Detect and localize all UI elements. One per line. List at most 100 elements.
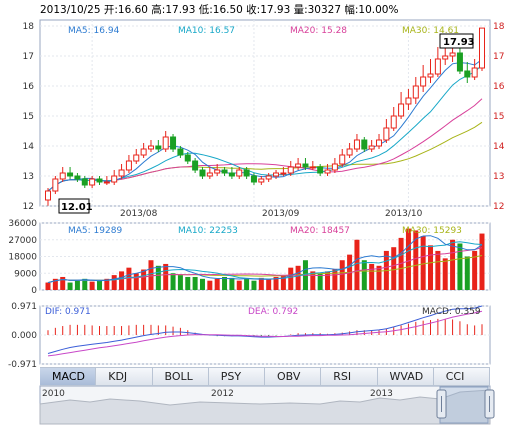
candle-body: [192, 160, 199, 171]
x-tick-label: 2013/10: [385, 209, 423, 219]
ma5-legend: MA5: 16.94: [68, 26, 120, 36]
macd-histogram: [47, 318, 483, 337]
candle-body: [339, 154, 346, 165]
overview-selection-window[interactable]: [439, 386, 489, 424]
candle-body: [390, 115, 397, 129]
price-tick-label-left: 13: [23, 172, 34, 182]
candle-body: [361, 139, 368, 150]
volume-tick-label: 36000: [8, 219, 37, 229]
ma10-line: [47, 64, 483, 192]
volume-bar: [295, 265, 301, 290]
tab-obv[interactable]: OBV: [265, 368, 322, 385]
tab-cci[interactable]: CCI: [434, 368, 490, 385]
candle-body: [177, 148, 184, 156]
candle-body: [89, 178, 96, 186]
x-tick-label: 2013/08: [120, 209, 158, 219]
volume-bar: [479, 233, 485, 290]
volume-axis-ticks: 36000 27000 18000 9000 0: [8, 219, 37, 296]
volume-bar: [472, 250, 478, 290]
volume-bar: [185, 276, 191, 290]
tab-wvad[interactable]: WVAD: [378, 368, 434, 385]
macd-lines: [47, 305, 483, 357]
candle-body: [45, 190, 51, 201]
price-gridlines: [40, 20, 490, 207]
volume-bar: [339, 260, 345, 290]
price-tick-label-left: 16: [23, 82, 35, 92]
candle-body: [309, 166, 316, 169]
volume-tick-label: 27000: [8, 236, 37, 246]
volume-bars: [45, 228, 485, 290]
volume-bar: [45, 282, 51, 290]
candle-body: [103, 181, 110, 184]
candle-body: [449, 52, 456, 57]
overview-right-handle[interactable]: [484, 389, 495, 419]
volume-bar: [413, 230, 419, 290]
candle-body: [147, 145, 154, 150]
volume-bar: [96, 280, 102, 290]
candle-body: [133, 154, 140, 162]
volume-bar: [361, 260, 367, 290]
candle-body: [302, 163, 309, 168]
candle-body: [236, 169, 243, 177]
candle-body: [155, 145, 162, 150]
header-quote: 2013/10/25 开:16.60 高:17.93 低:16.50 收:17.…: [40, 3, 398, 16]
candle-body: [52, 178, 59, 192]
candle-body: [353, 139, 360, 150]
candle-body: [287, 166, 294, 174]
volume-bar: [74, 280, 80, 290]
volume-bar: [405, 228, 411, 290]
candle-body: [479, 27, 485, 69]
candle-body: [221, 169, 228, 174]
candle-body: [118, 169, 125, 177]
overview-left-handle[interactable]: [436, 389, 447, 419]
candle-body: [250, 175, 257, 183]
overview-price-area: [39, 389, 491, 425]
volume-bar: [82, 278, 88, 290]
volume-bar: [273, 276, 279, 290]
volume-bar: [111, 275, 117, 290]
volume-bar: [391, 247, 397, 290]
ma10-legend: MA10: 16.57: [178, 26, 235, 36]
vol-ma10-legend: MA10: 22253: [178, 226, 238, 236]
high-callout-value: 17.93: [443, 37, 475, 48]
volume-bar: [332, 269, 338, 290]
macd-gridlines: [40, 305, 490, 365]
low-callout-value: 12.01: [61, 202, 93, 213]
volume-bar: [214, 278, 220, 290]
candle-body: [295, 163, 302, 168]
volume-bar: [163, 263, 169, 290]
volume-moving-averages: [47, 235, 483, 284]
volume-bar: [148, 260, 154, 290]
price-tick-label-right: 16: [493, 82, 505, 92]
volume-bar: [177, 275, 183, 290]
price-moving-averages: [47, 59, 483, 192]
overview-year-label: 2013: [370, 389, 393, 399]
volume-bar: [229, 277, 235, 290]
volume-bar: [192, 276, 198, 290]
dea-legend: DEA: 0.792: [248, 307, 298, 317]
volume-bar: [67, 282, 73, 290]
volume-bar: [376, 265, 382, 290]
tab-psy[interactable]: PSY: [209, 368, 265, 385]
dif-legend: DIF: 0.971: [45, 307, 91, 317]
tab-macd[interactable]: MACD: [40, 368, 97, 385]
volume-bar: [420, 236, 426, 290]
candle-body: [456, 52, 463, 72]
candle-body: [228, 172, 235, 177]
candle-body: [346, 148, 353, 156]
candlesticks: [45, 27, 485, 206]
macd-axis-ticks: 0.971 0.000 -0.971: [8, 302, 37, 370]
macd-tick-label: -0.971: [8, 360, 37, 370]
volume-bar: [464, 256, 470, 290]
candle-body: [331, 163, 338, 171]
tab-boll[interactable]: BOLL: [153, 368, 209, 385]
candle-body: [96, 178, 103, 183]
ma30-legend: MA30: 14.61: [402, 26, 459, 36]
candle-body: [140, 148, 147, 156]
candle-body: [184, 154, 191, 162]
volume-bar: [207, 280, 213, 290]
volume-bar: [141, 269, 147, 290]
tab-kdj[interactable]: KDJ: [96, 368, 153, 385]
tab-rsi[interactable]: RSI: [321, 368, 378, 385]
ma20-legend: MA20: 15.28: [290, 26, 347, 36]
